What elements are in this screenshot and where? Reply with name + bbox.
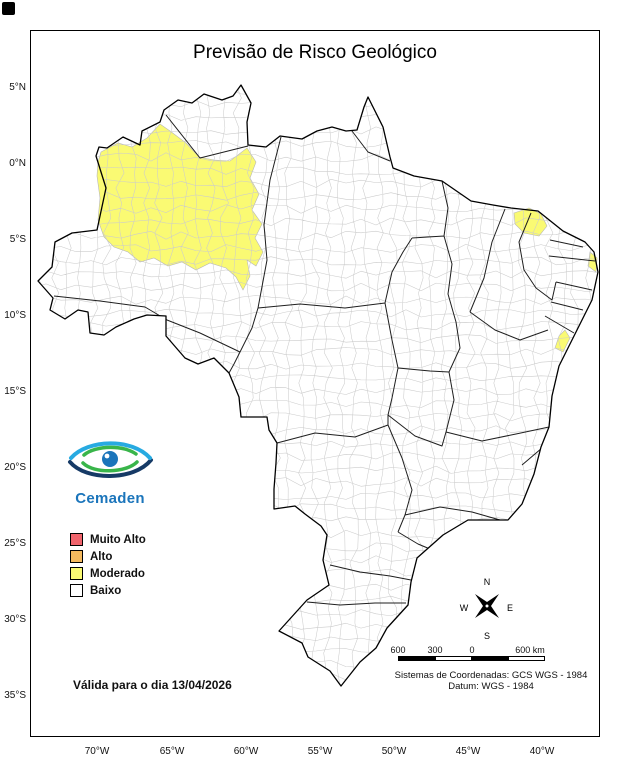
- longitude-label: 55°W: [307, 746, 333, 757]
- compass-west-label: W: [460, 603, 469, 613]
- cemaden-wordmark: Cemaden: [75, 490, 145, 507]
- risk-regions-layer: [96, 123, 598, 353]
- legend-label: Muito Alto: [90, 533, 146, 546]
- latitude-label: 35°S: [4, 690, 26, 701]
- coordinate-system-note: Sistemas de Coordenadas: GCS WGS - 1984 …: [385, 670, 597, 692]
- legend-item: Baixo: [70, 582, 146, 599]
- risk-region-litoral-alagoas-sergipe: [554, 329, 571, 353]
- legend-label: Alto: [90, 550, 113, 563]
- corner-artifact: [2, 2, 15, 15]
- legend-swatch-muito-alto-icon: [70, 533, 83, 546]
- legend-swatch-alto-icon: [70, 550, 83, 563]
- state-boundaries: [53, 114, 596, 606]
- compass-center: [485, 604, 489, 608]
- latitude-label: 5°S: [9, 234, 26, 245]
- legend-item: Alto: [70, 548, 146, 565]
- longitude-label: 50°W: [381, 746, 407, 757]
- legend-item: Moderado: [70, 565, 146, 582]
- compass-east-label: E: [507, 603, 513, 613]
- scale-bar-segments: [390, 656, 556, 663]
- validity-date-text: Válida para o dia 13/04/2026: [73, 678, 232, 692]
- scale-label: 300: [427, 645, 443, 655]
- latitude-label: 0°N: [9, 158, 26, 169]
- scale-label: 0: [469, 645, 475, 655]
- country-outline: [37, 84, 599, 687]
- scale-label: 600: [390, 645, 406, 655]
- compass-rose-icon: N W E S: [460, 577, 513, 641]
- legend-label: Moderado: [90, 567, 145, 580]
- cemaden-logo: Cemaden: [62, 434, 158, 507]
- scale-segment: [398, 656, 435, 661]
- cemaden-eye-icon: [68, 441, 153, 478]
- legend-swatch-baixo-icon: [70, 584, 83, 597]
- longitude-label: 70°W: [84, 746, 110, 757]
- risk-region-ceara: [513, 207, 548, 237]
- scale-segment: [435, 656, 472, 661]
- latitude-label: 5°N: [9, 82, 26, 93]
- legend-swatch-moderado-icon: [70, 567, 83, 580]
- scale-label: 600 km: [515, 645, 545, 655]
- legend-item: Muito Alto: [70, 531, 146, 548]
- longitude-label: 40°W: [529, 746, 555, 757]
- risk-legend: Muito Alto Alto Moderado Baixo: [70, 531, 146, 599]
- latitude-label: 30°S: [4, 614, 26, 625]
- coordinate-system-line1: Sistemas de Coordenadas: GCS WGS - 1984: [394, 670, 588, 681]
- scale-segment: [472, 656, 508, 661]
- page-title: Previsão de Risco Geológico: [193, 42, 437, 63]
- scale-bar: 600 300 0 600 km: [390, 645, 556, 665]
- latitude-label: 10°S: [4, 310, 26, 321]
- scale-segment: [508, 656, 545, 661]
- longitude-label: 60°W: [233, 746, 259, 757]
- risk-region-oeste-do-amazonas: [96, 123, 264, 291]
- latitude-label: 15°S: [4, 386, 26, 397]
- longitude-label: 45°W: [455, 746, 481, 757]
- compass-south-label: S: [484, 631, 490, 641]
- latitude-label: 25°S: [4, 538, 26, 549]
- longitude-label: 65°W: [159, 746, 185, 757]
- coordinate-system-line2: Datum: WGS - 1984: [448, 681, 534, 692]
- compass-north-label: N: [484, 577, 491, 587]
- latitude-label: 20°S: [4, 462, 26, 473]
- legend-label: Baixo: [90, 584, 122, 597]
- map-frame: [30, 30, 600, 737]
